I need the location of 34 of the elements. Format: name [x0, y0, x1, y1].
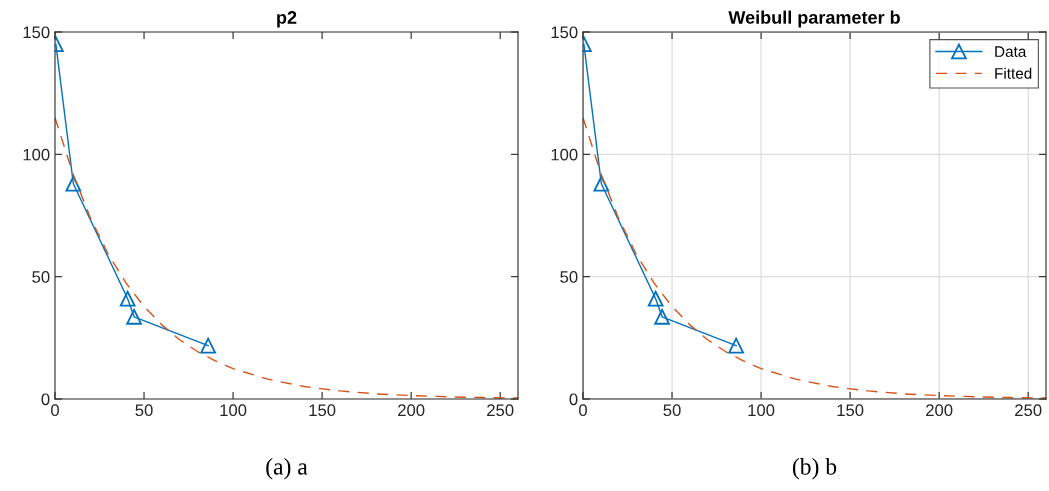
- x-tick-label: 50: [135, 404, 153, 417]
- x-tick-label: 0: [51, 404, 59, 417]
- y-tick-label: 150: [23, 26, 50, 39]
- x-tick-label: 150: [837, 404, 864, 417]
- x-tick-label: 50: [663, 404, 681, 417]
- point: [119, 290, 136, 307]
- x-tick-label: 200: [926, 404, 953, 417]
- legend-label: Data: [995, 46, 1027, 57]
- y-tick-label: 150: [551, 26, 578, 39]
- y-tick-label: 50: [32, 271, 50, 283]
- x-tick-label: 250: [487, 404, 514, 417]
- point: [728, 337, 744, 354]
- point: [647, 290, 664, 307]
- point: [65, 175, 82, 192]
- text: (b) b: [792, 458, 837, 480]
- x-tick-label: 100: [748, 404, 775, 417]
- y-tick-label: 100: [551, 148, 578, 161]
- x-tick-label: 100: [220, 404, 247, 417]
- point: [200, 337, 216, 354]
- x-tick-label: 250: [1015, 404, 1042, 417]
- x-tick-label: 0: [579, 404, 587, 417]
- text: (a) a: [266, 458, 308, 480]
- chart-title: Weibull parameter b: [728, 10, 900, 28]
- x-tick-label: 150: [309, 404, 336, 417]
- x-tick-label: 200: [398, 404, 425, 417]
- point: [126, 308, 142, 325]
- point: [654, 308, 670, 325]
- y-tick-label: 0: [41, 393, 50, 406]
- y-tick-label: 100: [23, 148, 50, 161]
- y-tick-label: 50: [560, 271, 578, 283]
- point: [593, 175, 610, 192]
- y-tick-label: 0: [569, 393, 578, 406]
- legend-label: Fitted: [995, 67, 1032, 79]
- chart-title: p2: [277, 11, 297, 28]
